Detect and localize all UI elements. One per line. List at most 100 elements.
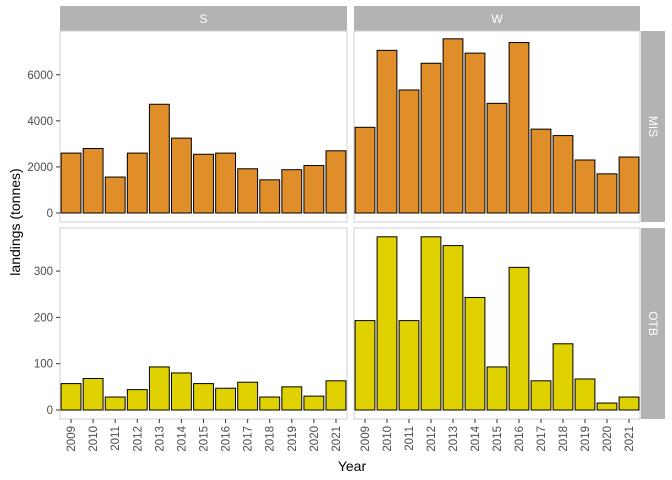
bar-otb-w-2009 bbox=[354, 320, 376, 411]
panel-otb-s bbox=[59, 227, 348, 420]
bar-mis-s-2021 bbox=[325, 150, 347, 214]
bar-otb-s-2009 bbox=[60, 383, 82, 411]
bar-otb-s-2018 bbox=[259, 396, 281, 411]
chart-panels bbox=[59, 30, 641, 420]
x-tick-label-2020: 2020 bbox=[309, 426, 321, 452]
strip-label-mis: MIS bbox=[646, 116, 660, 137]
bar-otb-w-2013 bbox=[442, 245, 464, 411]
bar-otb-s-2019 bbox=[281, 386, 303, 411]
bar-mis-s-2017 bbox=[237, 168, 259, 214]
row-strips: MIS OTB bbox=[641, 31, 665, 419]
bar-otb-w-2011 bbox=[398, 320, 420, 411]
bar-otb-s-2010 bbox=[82, 378, 104, 411]
bar-otb-w-2010 bbox=[376, 236, 398, 411]
y-tick-label: 2000 bbox=[27, 162, 53, 174]
x-tick-label-2011: 2011 bbox=[110, 426, 122, 451]
bar-mis-s-2020 bbox=[303, 165, 325, 214]
y-tick-label: 0 bbox=[47, 405, 53, 417]
x-tick-label-2014: 2014 bbox=[470, 425, 482, 451]
bar-mis-s-2015 bbox=[193, 153, 214, 214]
bar-mis-s-2018 bbox=[259, 179, 281, 214]
bar-otb-s-2021 bbox=[325, 380, 347, 411]
bar-mis-w-2015 bbox=[486, 102, 508, 214]
strip-otb bbox=[641, 228, 665, 419]
x-tick-label-2021: 2021 bbox=[624, 426, 636, 452]
x-tick-label-2013: 2013 bbox=[448, 426, 460, 452]
bar-mis-s-2014 bbox=[170, 137, 192, 214]
bar-mis-w-2014 bbox=[464, 52, 486, 214]
bar-otb-s-2016 bbox=[215, 387, 237, 411]
bar-mis-w-2012 bbox=[420, 62, 442, 214]
x-tick-label-2018: 2018 bbox=[558, 426, 570, 452]
y-axes: 0 2000 4000 6000 0 100 200 300 bbox=[27, 70, 60, 417]
bar-otb-s-2014 bbox=[170, 372, 192, 411]
x-axis-title: Year bbox=[338, 458, 367, 474]
x-tick-label-2021: 2021 bbox=[331, 426, 343, 452]
bar-otb-w-2019 bbox=[574, 378, 596, 411]
y-tick-label: 0 bbox=[47, 208, 53, 220]
strip-mis bbox=[641, 31, 665, 222]
bar-otb-w-2018 bbox=[552, 343, 574, 411]
strip-label-w: W bbox=[491, 12, 503, 26]
x-tick-label-2012: 2012 bbox=[132, 426, 144, 452]
panel-mis-s bbox=[59, 30, 348, 223]
y-tick-label: 200 bbox=[34, 312, 53, 324]
panel-mis-w bbox=[353, 30, 641, 223]
bar-mis-w-2010 bbox=[376, 49, 398, 214]
x-tick-label-2009: 2009 bbox=[66, 426, 78, 452]
bar-otb-w-2012 bbox=[420, 236, 442, 411]
x-tick-label-2019: 2019 bbox=[580, 426, 592, 452]
bar-otb-s-2015 bbox=[193, 383, 214, 411]
x-axes: 2009 2010 2011 2012 2013 2014 2015 2016 2017 2018… bbox=[66, 419, 636, 452]
x-tick-label-2017: 2017 bbox=[243, 426, 255, 452]
x-tick-label-2010: 2010 bbox=[382, 426, 394, 452]
bar-mis-w-2021 bbox=[618, 156, 640, 214]
y-tick-label: 100 bbox=[34, 359, 53, 371]
x-tick-label-2012: 2012 bbox=[426, 426, 438, 452]
bar-otb-s-2017 bbox=[237, 381, 259, 411]
bar-mis-w-2016 bbox=[508, 42, 530, 214]
bar-mis-s-2010 bbox=[82, 147, 104, 214]
x-tick-label-2011: 2011 bbox=[404, 426, 416, 451]
strip-s bbox=[60, 6, 347, 31]
x-tick-label-2018: 2018 bbox=[265, 426, 277, 452]
bar-otb-w-2021 bbox=[618, 396, 640, 411]
x-tick-label-2014: 2014 bbox=[176, 425, 188, 451]
y-tick-label: 4000 bbox=[27, 116, 53, 128]
x-tick-label-2010: 2010 bbox=[88, 426, 100, 452]
bar-mis-w-2018 bbox=[552, 135, 574, 214]
bar-mis-s-2011 bbox=[104, 176, 126, 214]
bar-mis-w-2019 bbox=[574, 159, 596, 214]
bar-mis-s-2012 bbox=[126, 152, 148, 214]
x-tick-label-2009: 2009 bbox=[360, 426, 372, 452]
bar-otb-w-2017 bbox=[530, 380, 552, 411]
bar-mis-w-2020 bbox=[596, 173, 618, 214]
strip-label-otb: OTB bbox=[646, 311, 660, 336]
x-tick-label-2016: 2016 bbox=[514, 426, 526, 452]
x-tick-label-2015: 2015 bbox=[199, 426, 211, 452]
y-tick-label: 6000 bbox=[27, 70, 53, 82]
y-tick-label: 300 bbox=[34, 266, 53, 278]
bar-mis-w-2017 bbox=[530, 128, 552, 214]
bar-mis-s-2013 bbox=[148, 103, 170, 214]
bar-mis-s-2009 bbox=[60, 152, 82, 214]
y-axis-title: landings (tonnes) bbox=[7, 168, 23, 275]
bar-mis-w-2013 bbox=[442, 38, 464, 214]
bar-mis-w-2009 bbox=[354, 126, 376, 214]
bar-mis-s-2019 bbox=[281, 169, 303, 214]
bar-otb-s-2013 bbox=[148, 366, 170, 411]
strip-label-s: S bbox=[199, 12, 207, 26]
bar-otb-s-2011 bbox=[104, 396, 126, 411]
bar-otb-s-2012 bbox=[126, 389, 148, 411]
x-tick-label-2017: 2017 bbox=[536, 426, 548, 452]
bar-otb-w-2015 bbox=[486, 366, 508, 411]
bar-otb-w-2016 bbox=[508, 266, 530, 411]
bar-otb-w-2014 bbox=[464, 296, 486, 411]
x-tick-label-2019: 2019 bbox=[287, 426, 299, 452]
x-tick-label-2020: 2020 bbox=[602, 426, 614, 452]
bar-mis-s-2016 bbox=[215, 152, 237, 214]
bar-otb-w-2020 bbox=[596, 402, 618, 411]
strip-w bbox=[354, 6, 640, 31]
